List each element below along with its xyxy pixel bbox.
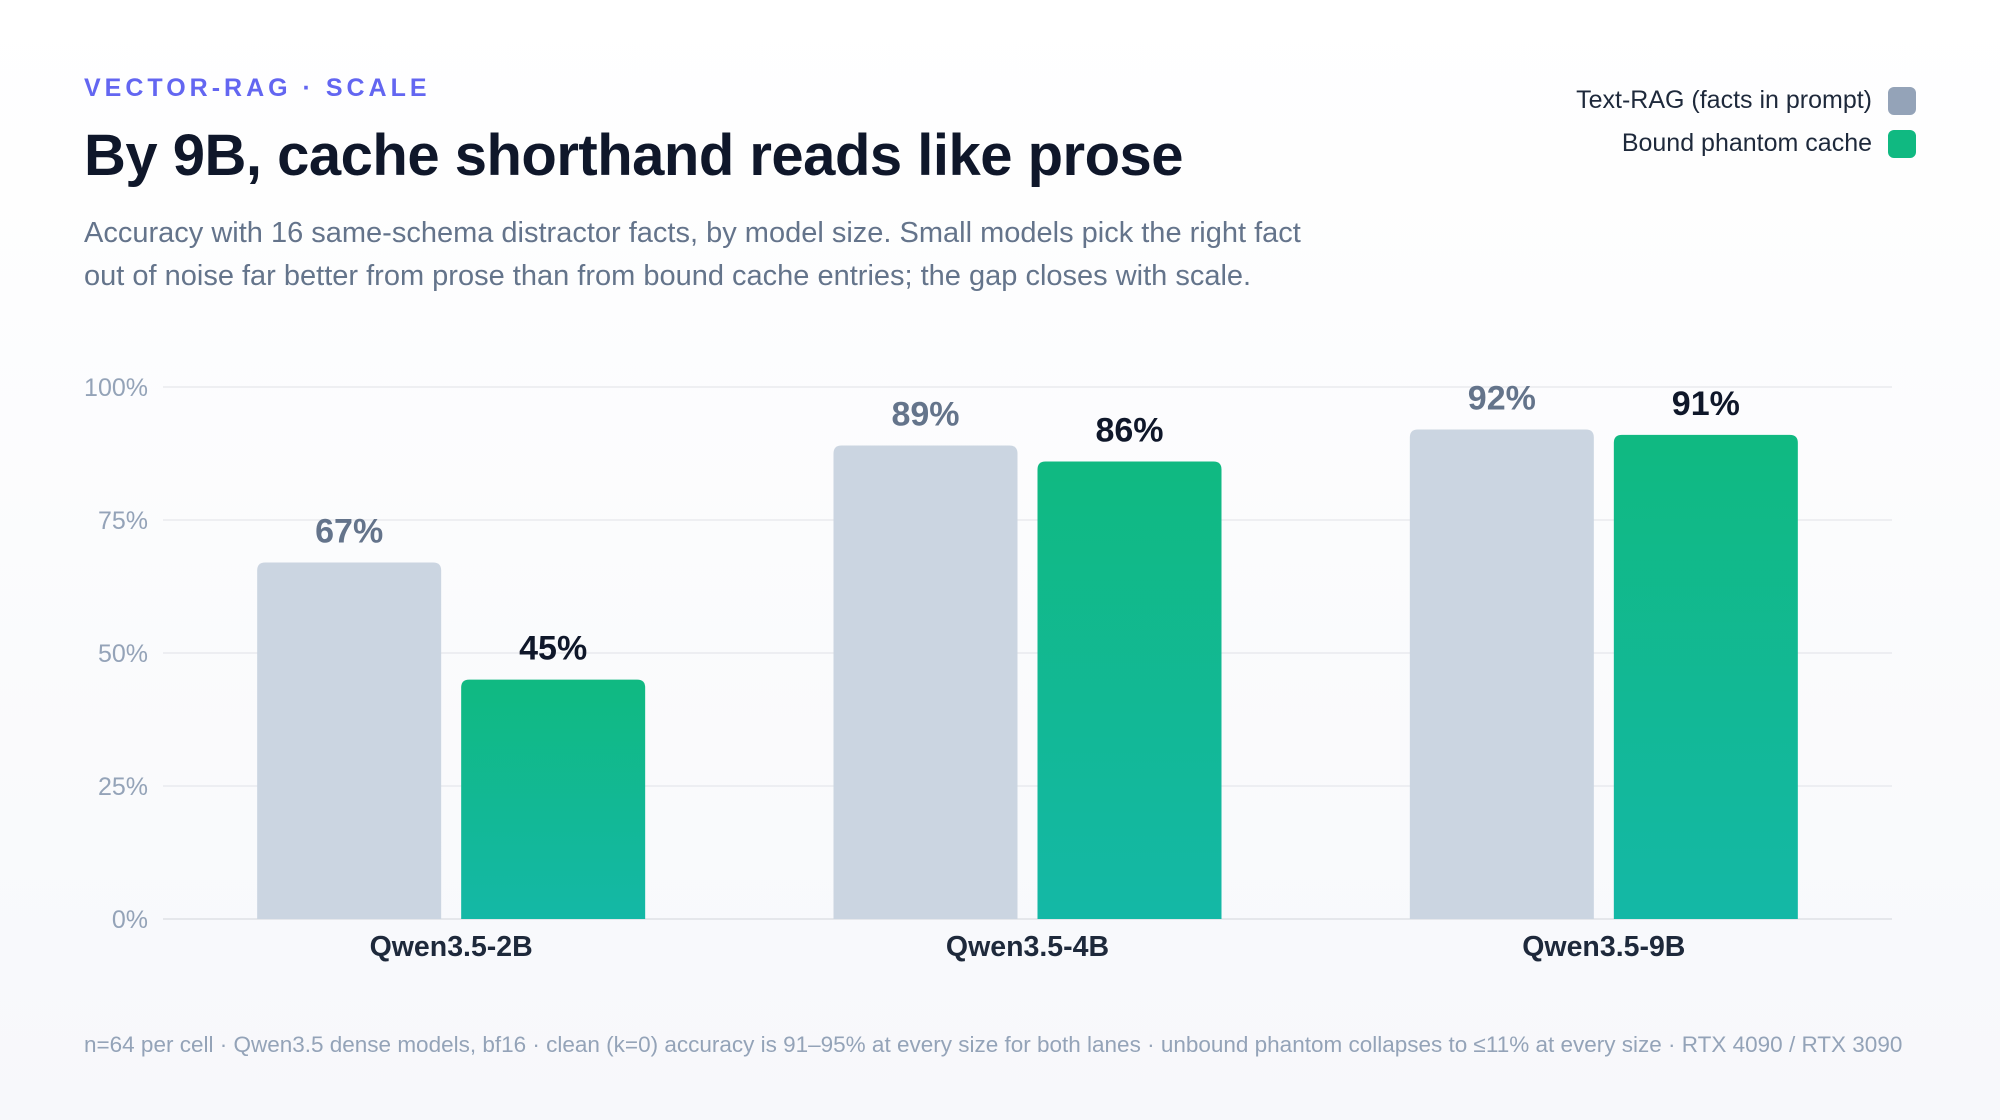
- chart-footnote: n=64 per cell · Qwen3.5 dense models, bf…: [84, 1032, 1903, 1057]
- data-label-phantom-cache: 91%: [1672, 385, 1740, 423]
- legend-label-text-rag: Text-RAG (facts in prompt): [1576, 86, 1872, 114]
- bar-text-rag: [1409, 429, 1594, 919]
- x-category-label: Qwen3.5-4B: [946, 931, 1109, 963]
- bar-phantom-cache: [461, 679, 646, 919]
- legend-item-phantom-cache: Bound phantom cache: [1622, 129, 1916, 158]
- data-label-phantom-cache: 45%: [519, 630, 587, 668]
- chart-subtitle: Accuracy with 16 same-schema distractor …: [84, 217, 1301, 292]
- x-category-label: Qwen3.5-2B: [370, 931, 533, 963]
- y-tick-label: 50%: [98, 640, 148, 668]
- y-tick-label: 25%: [98, 773, 148, 801]
- bar-text-rag: [833, 445, 1018, 919]
- legend-swatch-phantom-cache: [1888, 129, 1916, 158]
- y-tick-label: 100%: [84, 374, 148, 402]
- data-label-text-rag: 67%: [315, 513, 383, 551]
- legend-item-text-rag: Text-RAG (facts in prompt): [1576, 86, 1916, 115]
- legend-swatch-text-rag: [1888, 86, 1916, 115]
- bar-phantom-cache: [1613, 434, 1798, 919]
- data-label-phantom-cache: 86%: [1095, 411, 1163, 449]
- y-tick-label: 75%: [98, 507, 148, 535]
- chart-title: By 9B, cache shorthand reads like prose: [84, 123, 1184, 188]
- gridlines: [163, 386, 1892, 920]
- chart-eyebrow: VECTOR-RAG · SCALE: [84, 74, 431, 102]
- data-label-text-rag: 92%: [1468, 380, 1536, 418]
- y-tick-label: 0%: [112, 906, 148, 934]
- bar-text-rag: [257, 562, 442, 919]
- chart-legend: Text-RAG (facts in prompt) Bound phantom…: [1576, 86, 1916, 158]
- bar-chart: 0% 25% 50% 75% 100% 67% 45% Qwen3.5-2B 89% 86% Qwe…: [84, 374, 1892, 963]
- bar-phantom-cache: [1037, 461, 1222, 919]
- data-label-text-rag: 89%: [891, 396, 959, 434]
- labels: 0% 25% 50% 75% 100% 67% 45% Qwen3.5-2B 89% 86% Qwe…: [84, 374, 1740, 963]
- legend-label-phantom-cache: Bound phantom cache: [1621, 129, 1872, 157]
- x-category-label: Qwen3.5-9B: [1522, 931, 1685, 963]
- bars: [257, 429, 1798, 919]
